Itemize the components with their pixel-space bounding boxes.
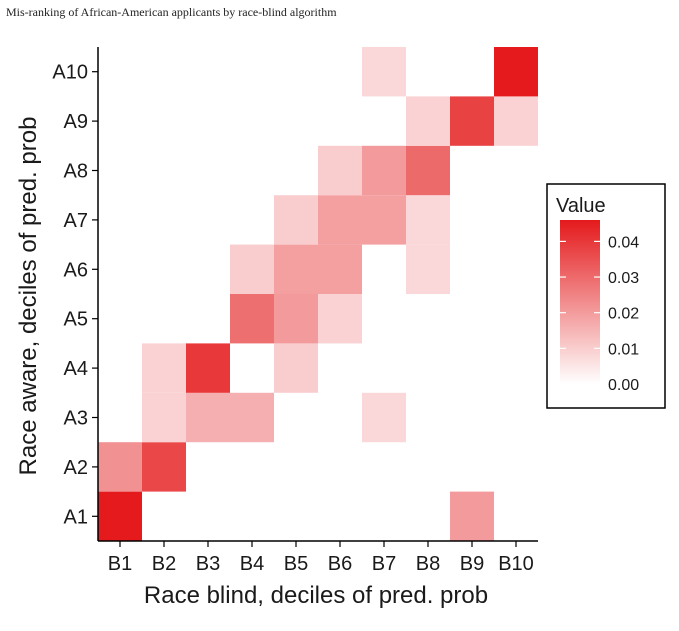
legend-ticks: 0.00 0.01 0.02 0.03 0.04: [560, 234, 639, 394]
legend-colorbar: [560, 220, 600, 384]
y-tick-label-A3: A3: [64, 408, 88, 430]
axes: [92, 47, 538, 547]
x-tick-label-B5: B5: [284, 553, 308, 575]
x-tick-labels: B1 B2 B3 B4 B5 B6 B7 B8 B9 B10: [108, 553, 534, 575]
y-tick-label-A6: A6: [64, 259, 88, 281]
heatmap-cell-B1-A2: [98, 442, 142, 492]
x-tick-label-B8: B8: [416, 553, 440, 575]
heatmap-cell-B7-A3: [362, 392, 406, 443]
y-tick-label-A2: A2: [64, 457, 88, 479]
heatmap-cell-B9-A9: [450, 96, 494, 146]
y-tick-label-A1: A1: [64, 506, 88, 528]
heatmap-cell-B6-A8: [318, 145, 362, 196]
y-tick-label-A8: A8: [64, 161, 88, 183]
heatmap-cell-B2-A4: [142, 343, 186, 393]
heatmap-cell-B8-A6: [406, 244, 450, 294]
heatmap-cell-B9-A1: [450, 491, 494, 541]
heatmap-cell-B5-A7: [274, 195, 318, 245]
heatmap-cell-B7-A10: [362, 47, 406, 97]
x-tick-label-B7: B7: [372, 553, 396, 575]
heatmap-cell-B8-A7: [406, 195, 450, 245]
legend: Value 0.00 0.01 0.02 0.03 0.04: [546, 183, 666, 409]
y-tick-labels: A1 A2 A3 A4 A5 A6 A7 A8 A9 A10: [52, 62, 88, 529]
heatmap-cell-B1-A1: [98, 491, 142, 541]
legend-tick-label: 0.00: [608, 377, 639, 394]
legend-title: Value: [556, 195, 606, 217]
heatmap-cell-B6-A5: [318, 294, 362, 344]
heatmap-cell-B6-A7: [318, 195, 362, 245]
legend-tick-label: 0.03: [608, 270, 639, 287]
heatmap-cell-B5-A4: [274, 343, 318, 393]
heatmap-cell-B8-A9: [406, 96, 450, 146]
x-tick-label-B1: B1: [108, 553, 132, 575]
x-axis-title: Race blind, deciles of pred. prob: [144, 582, 488, 609]
chart-title: Mis-ranking of African-American applican…: [6, 5, 337, 19]
heatmap-cell-B5-A6: [274, 244, 318, 294]
heatmap-cell-B6-A6: [318, 244, 362, 294]
heatmap-cell-B4-A5: [230, 294, 274, 344]
heatmap-cell-B4-A6: [230, 244, 274, 294]
y-tick-label-A5: A5: [64, 309, 88, 331]
legend-tick-label: 0.04: [608, 234, 639, 251]
heatmap-cell-B7-A7: [362, 195, 406, 245]
heatmap-cell-B2-A2: [142, 442, 186, 492]
y-tick-label-A7: A7: [64, 210, 88, 232]
x-tick-label-B4: B4: [240, 553, 264, 575]
heatmap-cell-B7-A8: [362, 145, 406, 196]
heatmap-cell-B3-A3: [186, 392, 230, 443]
y-tick-label-A4: A4: [64, 358, 88, 380]
legend-tick-label: 0.02: [608, 306, 639, 323]
y-tick-label-A10: A10: [52, 62, 88, 84]
heatmap-cells: [98, 47, 538, 541]
x-tick-label-B3: B3: [196, 553, 220, 575]
heatmap-cell-B2-A3: [142, 392, 186, 443]
y-axis-title: Race aware, deciles of pred. prob: [15, 117, 42, 476]
heatmap-cell-B4-A3: [230, 392, 274, 443]
x-tick-label-B9: B9: [460, 553, 484, 575]
x-tick-label-B6: B6: [328, 553, 352, 575]
heatmap-cell-B10-A10: [494, 47, 538, 97]
heatmap-cell-B8-A8: [406, 145, 450, 196]
x-tick-label-B2: B2: [152, 553, 176, 575]
heatmap-cell-B5-A5: [274, 294, 318, 344]
legend-tick-label: 0.01: [608, 341, 639, 358]
heatmap-cell-B3-A4: [186, 343, 230, 393]
y-tick-label-A9: A9: [64, 111, 88, 133]
x-tick-label-B10: B10: [498, 553, 534, 575]
heatmap-cell-B10-A9: [494, 96, 538, 146]
